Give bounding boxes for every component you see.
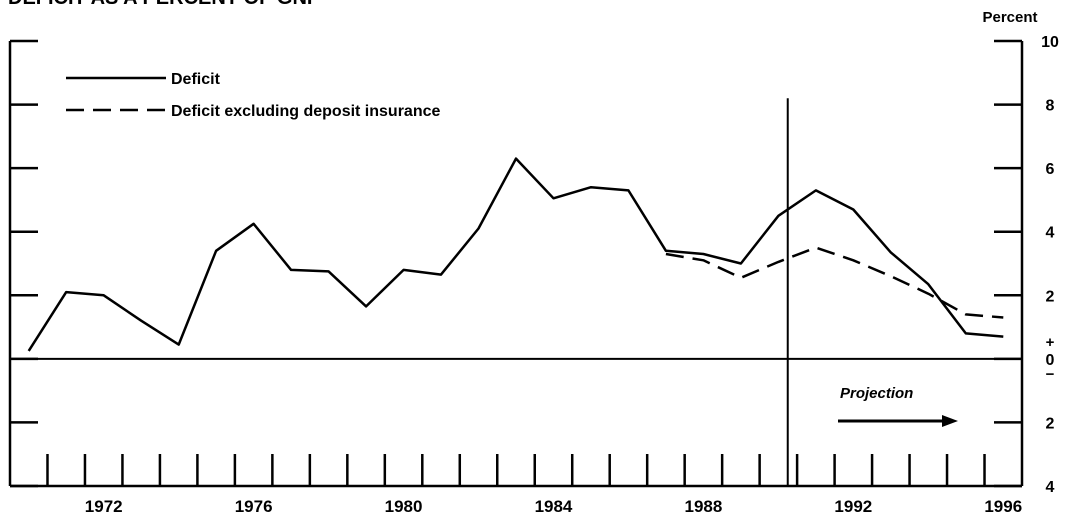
sign-label: −: [1046, 366, 1055, 383]
y-tick-label: 0: [1046, 352, 1055, 369]
x-tick-label: 1996: [984, 497, 1022, 516]
arrow-head: [942, 415, 958, 427]
y-tick-label: 4: [1046, 225, 1055, 242]
y-axis-label: Percent: [982, 9, 1037, 26]
legend-label: Deficit excluding deposit insurance: [171, 103, 440, 120]
y-tick-label: 6: [1046, 161, 1055, 178]
annotation: Projection: [840, 385, 913, 402]
y-tick-label: 4: [1046, 479, 1055, 496]
legend-label: Deficit: [171, 71, 221, 88]
chart-title: DEFICIT AS A PERCENT OF GNP: [8, 0, 320, 9]
series-line: [665, 246, 1004, 319]
sign-label: +: [1046, 334, 1055, 351]
x-tick-label: 1980: [385, 497, 423, 516]
x-tick-label: 1992: [834, 497, 872, 516]
x-tick-label: 1972: [85, 497, 123, 516]
y-tick-label: 2: [1046, 288, 1055, 305]
x-tick-label: 1976: [235, 497, 273, 516]
y-tick-label: 2: [1046, 415, 1055, 432]
x-tick-label: 1988: [684, 497, 722, 516]
series-line: [27, 157, 1004, 352]
x-tick-label: 1984: [535, 497, 573, 516]
y-tick-label: 8: [1046, 98, 1055, 115]
y-tick-label: 10: [1041, 34, 1059, 51]
